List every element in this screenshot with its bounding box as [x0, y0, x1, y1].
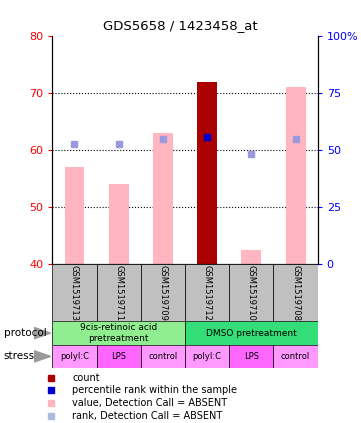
- Text: GSM1519709: GSM1519709: [158, 265, 168, 321]
- Bar: [274, 345, 318, 368]
- Bar: [109, 184, 129, 264]
- Text: 9cis-retinoic acid
pretreatment: 9cis-retinoic acid pretreatment: [80, 323, 157, 343]
- Text: percentile rank within the sample: percentile rank within the sample: [72, 385, 237, 395]
- Bar: [153, 133, 173, 264]
- Bar: [141, 345, 185, 368]
- Text: rank, Detection Call = ABSENT: rank, Detection Call = ABSENT: [72, 411, 222, 421]
- Bar: [185, 321, 318, 345]
- Text: GSM1519710: GSM1519710: [247, 265, 256, 321]
- Text: control: control: [148, 352, 178, 361]
- Bar: [242, 250, 261, 264]
- Bar: [197, 82, 217, 264]
- Text: LPS: LPS: [111, 352, 126, 361]
- Text: protocol: protocol: [4, 328, 46, 338]
- Bar: [97, 264, 141, 321]
- Bar: [286, 88, 305, 264]
- Bar: [229, 264, 274, 321]
- Text: GSM1519712: GSM1519712: [203, 265, 212, 321]
- Bar: [274, 264, 318, 321]
- Text: GSM1519713: GSM1519713: [70, 265, 79, 321]
- Text: GDS5658 / 1423458_at: GDS5658 / 1423458_at: [103, 19, 258, 32]
- Bar: [97, 345, 141, 368]
- Text: polyI:C: polyI:C: [193, 352, 222, 361]
- Text: polyI:C: polyI:C: [60, 352, 89, 361]
- Bar: [141, 264, 185, 321]
- Text: DMSO pretreatment: DMSO pretreatment: [206, 329, 297, 338]
- Bar: [52, 345, 97, 368]
- Text: LPS: LPS: [244, 352, 259, 361]
- Text: control: control: [281, 352, 310, 361]
- Text: GSM1519711: GSM1519711: [114, 265, 123, 321]
- Bar: [52, 264, 97, 321]
- Text: count: count: [72, 373, 100, 383]
- Polygon shape: [34, 327, 51, 339]
- Bar: [65, 167, 84, 264]
- Bar: [229, 345, 274, 368]
- Polygon shape: [34, 351, 51, 362]
- Bar: [52, 321, 185, 345]
- Text: GSM1519708: GSM1519708: [291, 265, 300, 321]
- Text: stress: stress: [4, 352, 35, 361]
- Text: value, Detection Call = ABSENT: value, Detection Call = ABSENT: [72, 398, 227, 408]
- Bar: [185, 345, 229, 368]
- Bar: [185, 264, 229, 321]
